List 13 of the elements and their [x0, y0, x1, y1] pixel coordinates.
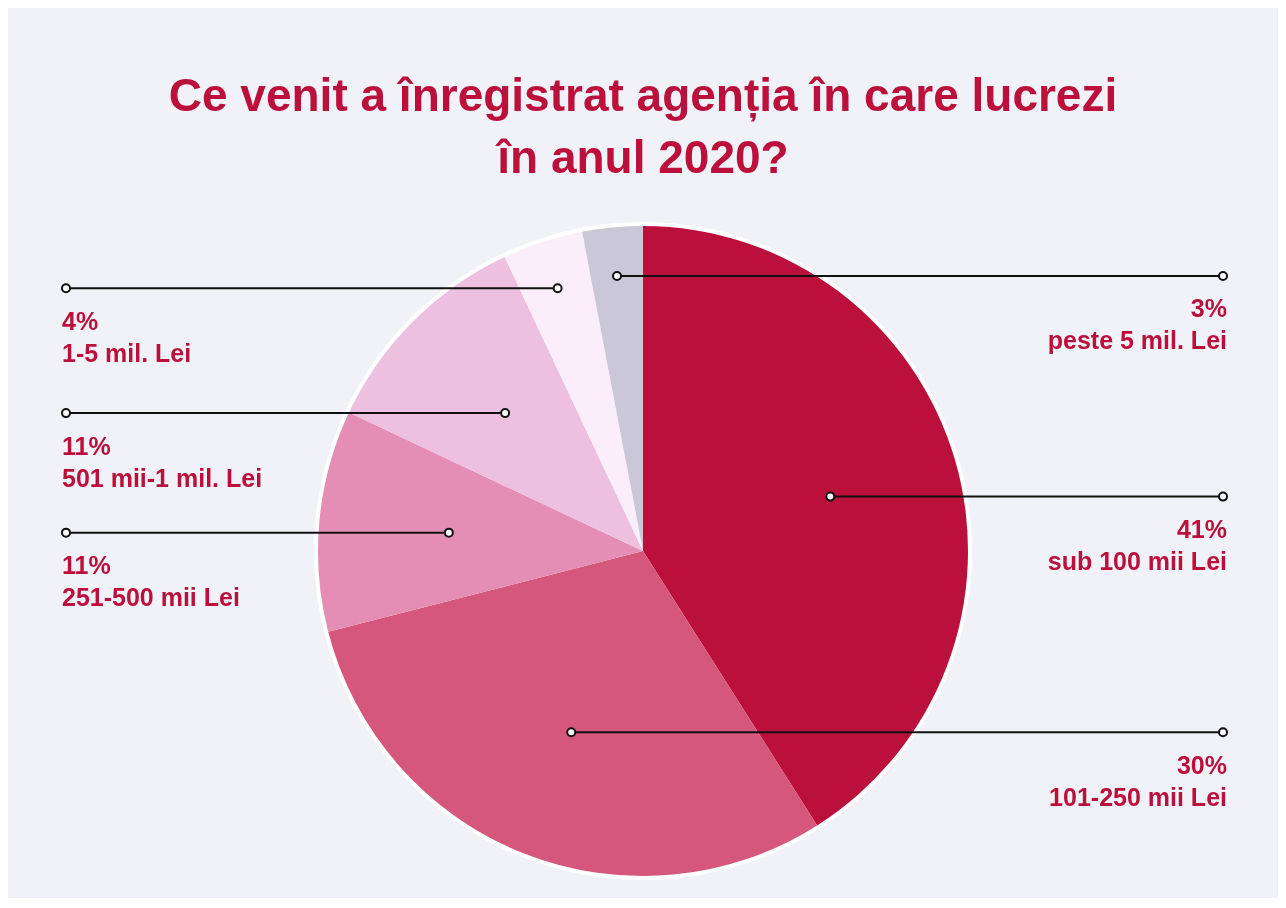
data-label: 11%	[62, 551, 111, 580]
slice-label: 1-5 mil. Lei	[62, 338, 192, 367]
slice-label: sub 100 mii Lei	[1047, 546, 1227, 575]
data-label: 41%	[1176, 514, 1227, 543]
data-label: 4%	[62, 306, 99, 335]
slice-label: 501 mii-1 mil. Lei	[62, 463, 263, 492]
data-label: 30%	[1176, 750, 1227, 779]
chart-title: Ce venit a înregistrat agenția în care lucrezi în anul 2020?	[167, 68, 1119, 185]
data-label: 3%	[1190, 294, 1227, 323]
data-label: 11%	[62, 431, 111, 460]
slice-label: peste 5 mil. Lei	[1047, 326, 1227, 355]
slice-label: 101-250 mii Lei	[1049, 782, 1227, 811]
slice-label: 251-500 mii Lei	[62, 583, 240, 612]
